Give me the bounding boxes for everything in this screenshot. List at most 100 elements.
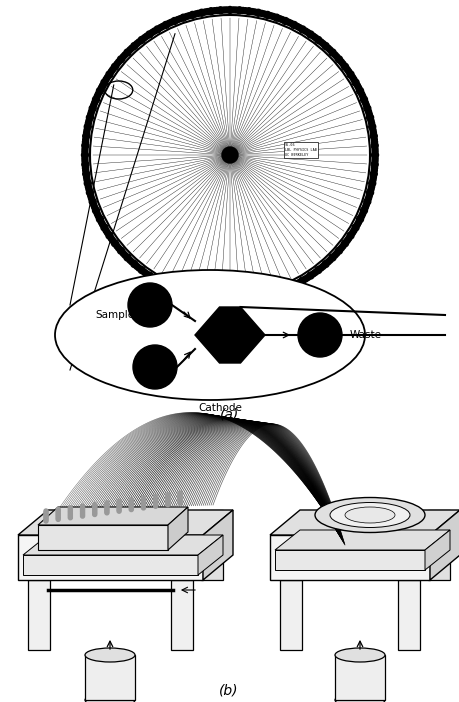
Circle shape bbox=[315, 267, 322, 274]
Circle shape bbox=[198, 293, 205, 300]
Text: (a): (a) bbox=[220, 408, 240, 422]
Circle shape bbox=[212, 8, 218, 14]
Circle shape bbox=[325, 45, 331, 51]
Circle shape bbox=[114, 61, 120, 67]
Circle shape bbox=[110, 237, 116, 244]
Polygon shape bbox=[38, 525, 168, 550]
Circle shape bbox=[105, 505, 109, 509]
Circle shape bbox=[212, 296, 218, 303]
Circle shape bbox=[242, 296, 248, 303]
Circle shape bbox=[168, 285, 174, 291]
Circle shape bbox=[291, 22, 297, 29]
Circle shape bbox=[68, 510, 73, 514]
Polygon shape bbox=[335, 655, 385, 700]
Circle shape bbox=[222, 147, 238, 163]
Circle shape bbox=[307, 272, 314, 279]
Circle shape bbox=[178, 492, 182, 496]
Circle shape bbox=[82, 161, 89, 168]
Circle shape bbox=[68, 512, 73, 515]
Polygon shape bbox=[18, 535, 203, 580]
Ellipse shape bbox=[330, 503, 410, 527]
Circle shape bbox=[92, 204, 98, 211]
Circle shape bbox=[108, 69, 114, 74]
Circle shape bbox=[44, 516, 48, 520]
Circle shape bbox=[103, 77, 109, 82]
Circle shape bbox=[154, 500, 157, 504]
Circle shape bbox=[86, 189, 94, 196]
Circle shape bbox=[124, 254, 131, 261]
Circle shape bbox=[95, 213, 101, 219]
Circle shape bbox=[226, 296, 234, 303]
Circle shape bbox=[105, 501, 109, 505]
Circle shape bbox=[178, 498, 182, 502]
Circle shape bbox=[141, 502, 146, 505]
Circle shape bbox=[347, 232, 354, 239]
Circle shape bbox=[146, 31, 153, 38]
Circle shape bbox=[101, 79, 108, 86]
Circle shape bbox=[338, 59, 344, 65]
Circle shape bbox=[327, 257, 333, 263]
Circle shape bbox=[105, 503, 109, 508]
Circle shape bbox=[144, 271, 150, 277]
Circle shape bbox=[80, 514, 84, 518]
Circle shape bbox=[106, 71, 113, 78]
Circle shape bbox=[93, 511, 97, 515]
Circle shape bbox=[369, 120, 375, 126]
Circle shape bbox=[334, 54, 340, 60]
Circle shape bbox=[315, 37, 322, 44]
Circle shape bbox=[286, 19, 292, 25]
Circle shape bbox=[141, 35, 147, 41]
Circle shape bbox=[141, 503, 146, 507]
Circle shape bbox=[84, 177, 90, 183]
Circle shape bbox=[320, 263, 326, 270]
Circle shape bbox=[129, 503, 133, 508]
Circle shape bbox=[189, 11, 196, 18]
Circle shape bbox=[363, 102, 369, 108]
Circle shape bbox=[56, 513, 60, 517]
Circle shape bbox=[178, 496, 182, 499]
Circle shape bbox=[85, 184, 91, 190]
Circle shape bbox=[157, 279, 163, 286]
Circle shape bbox=[371, 152, 379, 159]
Circle shape bbox=[83, 139, 89, 145]
Circle shape bbox=[198, 9, 205, 16]
Circle shape bbox=[117, 509, 121, 513]
Circle shape bbox=[154, 277, 161, 284]
Circle shape bbox=[82, 152, 89, 159]
Polygon shape bbox=[428, 510, 450, 580]
Polygon shape bbox=[38, 507, 188, 525]
Circle shape bbox=[207, 296, 214, 303]
Circle shape bbox=[171, 18, 178, 25]
Circle shape bbox=[356, 219, 362, 225]
Circle shape bbox=[82, 158, 88, 164]
Circle shape bbox=[282, 18, 289, 25]
Circle shape bbox=[195, 11, 201, 16]
Circle shape bbox=[195, 293, 201, 300]
Circle shape bbox=[151, 28, 157, 34]
Circle shape bbox=[178, 497, 182, 501]
Circle shape bbox=[202, 295, 208, 301]
Circle shape bbox=[110, 67, 116, 72]
Circle shape bbox=[93, 512, 97, 517]
Circle shape bbox=[89, 198, 96, 205]
Circle shape bbox=[305, 29, 311, 35]
Circle shape bbox=[307, 31, 314, 38]
Circle shape bbox=[313, 35, 319, 41]
Circle shape bbox=[89, 105, 96, 112]
Circle shape bbox=[371, 139, 378, 145]
Circle shape bbox=[105, 508, 109, 512]
Circle shape bbox=[341, 240, 348, 247]
Circle shape bbox=[264, 291, 271, 298]
Circle shape bbox=[129, 502, 133, 506]
Circle shape bbox=[230, 7, 236, 13]
Circle shape bbox=[68, 505, 73, 510]
Circle shape bbox=[360, 207, 368, 214]
Circle shape bbox=[367, 189, 374, 196]
Circle shape bbox=[221, 297, 227, 303]
Circle shape bbox=[184, 13, 190, 20]
Circle shape bbox=[370, 177, 376, 183]
Circle shape bbox=[86, 186, 92, 192]
Circle shape bbox=[96, 87, 103, 94]
Circle shape bbox=[116, 59, 122, 65]
Circle shape bbox=[178, 491, 182, 495]
